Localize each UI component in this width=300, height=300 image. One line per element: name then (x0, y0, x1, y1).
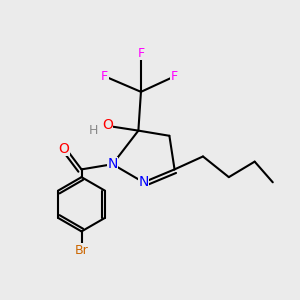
Text: F: F (171, 70, 178, 83)
Text: N: N (107, 157, 118, 171)
Text: Br: Br (75, 244, 88, 257)
Text: F: F (137, 46, 145, 60)
Text: H: H (88, 124, 98, 137)
Text: F: F (101, 70, 108, 83)
Text: N: N (138, 175, 149, 189)
Text: O: O (102, 118, 113, 132)
Text: O: O (58, 142, 69, 156)
